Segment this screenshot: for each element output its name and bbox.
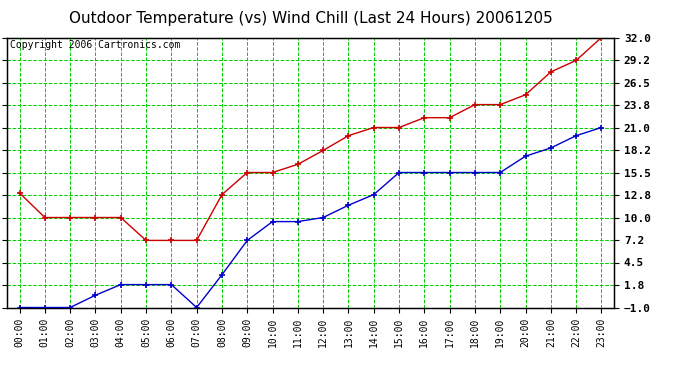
Text: Outdoor Temperature (vs) Wind Chill (Last 24 Hours) 20061205: Outdoor Temperature (vs) Wind Chill (Las… xyxy=(68,11,553,26)
Text: Copyright 2006 Cartronics.com: Copyright 2006 Cartronics.com xyxy=(10,40,180,50)
